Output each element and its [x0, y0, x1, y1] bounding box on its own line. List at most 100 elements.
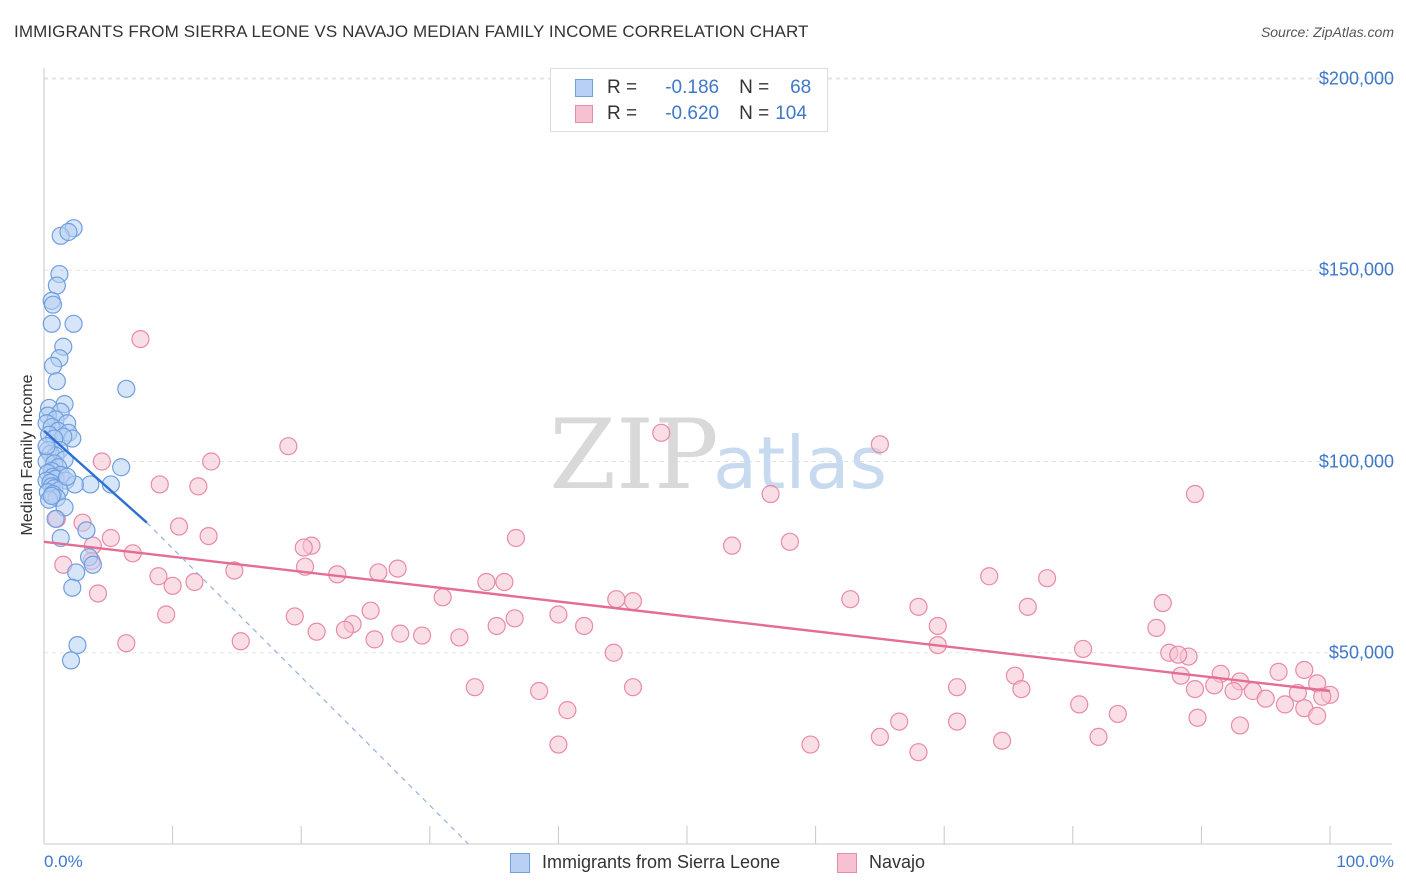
navajo-trend-line	[43, 540, 1331, 693]
sierra-leone-point	[59, 222, 78, 242]
navajo-points	[47, 330, 1340, 762]
navajo-point	[780, 532, 799, 551]
navajo-point	[1185, 679, 1205, 699]
navajo-point	[1230, 716, 1250, 735]
watermark-atlas: atlas	[713, 421, 887, 505]
sierra-leone-point	[117, 379, 136, 398]
navajo-point	[652, 423, 671, 442]
navajo-point	[1308, 706, 1327, 725]
navajo-point	[1147, 618, 1166, 637]
navajo-point	[870, 435, 890, 454]
navajo-point	[607, 590, 626, 609]
r-value-sierra-leone: -0.186	[665, 77, 720, 98]
navajo-point	[558, 701, 577, 720]
navajo-point	[1185, 484, 1205, 504]
n-value-navajo: 104	[775, 103, 807, 124]
y-tick-label: $150,000	[1318, 259, 1394, 280]
navajo-point	[117, 634, 136, 653]
sierra-leone-point	[58, 467, 77, 486]
navajo-point	[285, 607, 304, 626]
sierra-leone-point	[47, 276, 66, 295]
navajo-point	[1037, 569, 1057, 588]
navajo-point	[225, 561, 244, 580]
sierra-leone-trend-line	[43, 430, 148, 524]
navajo-point	[1108, 704, 1127, 724]
navajo-point	[369, 563, 388, 582]
navajo-point	[92, 452, 111, 471]
n-label: N =	[739, 103, 770, 124]
navajo-point	[980, 567, 999, 586]
watermark: ZIP atlas	[549, 399, 887, 511]
navajo-point	[185, 572, 204, 592]
sierra-leone-point	[77, 521, 96, 540]
stats-legend-row-sierra-leone: R = -0.186 N = 68	[575, 77, 811, 99]
legend-item-sierra-leone[interactable]: Immigrants from Sierra Leone	[510, 852, 780, 873]
navajo-point	[88, 584, 108, 603]
sierra-leone-point	[43, 295, 63, 314]
sierra-leone-point	[47, 372, 66, 391]
navajo-point	[506, 528, 526, 548]
navajo-point	[361, 601, 380, 620]
navajo-point	[365, 630, 384, 649]
sierra-leone-point	[42, 314, 61, 333]
legend-label-sierra-leone: Immigrants from Sierra Leone	[542, 852, 781, 872]
sierra-leone-point	[64, 314, 83, 333]
navajo-point	[307, 622, 326, 641]
navajo-point	[841, 590, 860, 609]
navajo-point	[157, 605, 176, 624]
navajo-point	[992, 731, 1012, 750]
navajo-point	[433, 588, 452, 607]
sierra-leone-point	[61, 651, 81, 670]
sierra-leone-point	[63, 578, 82, 597]
navajo-point	[465, 678, 484, 697]
navajo-point	[947, 712, 967, 731]
navajo-point	[163, 576, 182, 595]
source-note: Source: ZipAtlas.com	[1260, 24, 1394, 40]
navajo-point	[505, 609, 524, 628]
navajo-point	[1269, 662, 1288, 681]
navajo-point	[890, 712, 909, 731]
navajo-point	[909, 743, 928, 762]
sierra-leone-points	[37, 219, 136, 670]
navajo-point	[388, 559, 407, 578]
pink-swatch-icon	[575, 105, 593, 123]
navajo-point	[1171, 666, 1190, 685]
legend-label-navajo: Navajo	[869, 852, 926, 872]
navajo-point	[294, 538, 313, 557]
navajo-point	[1169, 645, 1188, 664]
navajo-point	[1256, 689, 1275, 708]
r-label: R =	[607, 103, 638, 124]
navajo-point	[801, 735, 820, 754]
navajo-point	[202, 452, 221, 471]
navajo-point	[477, 572, 496, 592]
x-tick-min: 0.0%	[44, 852, 83, 871]
n-label: N =	[739, 77, 770, 98]
navajo-point	[575, 616, 594, 636]
navajo-point	[623, 592, 643, 611]
trend-lines	[43, 430, 1331, 845]
navajo-point	[549, 735, 568, 754]
blue-swatch-icon	[575, 79, 593, 97]
navajo-point	[149, 567, 168, 586]
watermark-zip: ZIP	[549, 399, 718, 511]
sierra-leone-point	[83, 555, 102, 574]
navajo-point	[1012, 679, 1031, 699]
navajo-point	[101, 528, 120, 548]
navajo-point	[623, 678, 643, 697]
navajo-point	[604, 643, 623, 662]
navajo-point	[131, 330, 150, 349]
y-tick-label: $200,000	[1318, 68, 1394, 89]
r-value-navajo: -0.620	[665, 103, 720, 124]
legend-item-navajo[interactable]: Navajo	[837, 852, 925, 873]
sierra-leone-point	[37, 437, 56, 456]
navajo-point	[231, 632, 250, 651]
navajo-point	[1070, 695, 1089, 714]
navajo-point	[722, 536, 742, 555]
navajo-point	[549, 605, 568, 624]
sierra-leone-point	[43, 356, 63, 375]
y-tick-label: $100,000	[1318, 451, 1394, 471]
gridlines	[44, 77, 1392, 654]
navajo-point	[487, 616, 506, 636]
navajo-point	[1018, 597, 1037, 616]
